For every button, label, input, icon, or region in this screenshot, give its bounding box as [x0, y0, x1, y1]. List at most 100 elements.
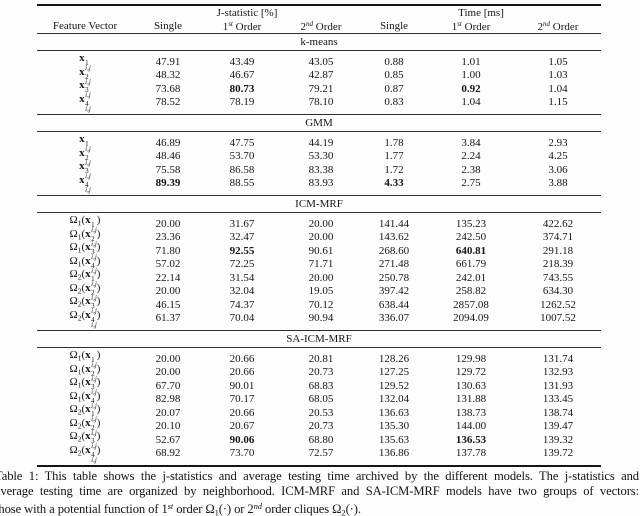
vector-superscript: 4 — [91, 396, 95, 405]
cell-value: 638.44 — [378, 298, 410, 311]
cell-value: 138.73 — [455, 406, 487, 419]
table-row: x 1 i,j 46.89 47.75 44.19 1.78 3.84 2.93 — [37, 133, 601, 153]
cell-value: 73.70 — [229, 447, 255, 459]
vector-sup-sub: 2 i,j — [91, 235, 97, 247]
cell-value: 132.93 — [542, 366, 574, 378]
cell-value: 0.85 — [384, 69, 404, 81]
cell-value: 0.87 — [384, 82, 404, 95]
cell-value: 89.39 — [155, 177, 181, 189]
table-row: x 2 i,j 48.46 53.70 53.30 1.77 2.24 4.25 — [37, 147, 601, 167]
section-title: SA-ICM-MRF — [286, 333, 352, 345]
section-rows: x 1 i,j 47.91 43.49 43.05 0.88 1.01 1.05 x 2 i,j 48.… — [37, 51, 601, 114]
cell-value: 129.52 — [378, 379, 410, 392]
feature-vector-label: x 1 i,j — [37, 52, 133, 72]
cell-value: 71.80 — [155, 244, 181, 257]
ordinal-superscript: st — [457, 19, 462, 28]
caption-line: Table 1: This table shows the j-statisti… — [0, 469, 639, 484]
vector-sup-sub: 1 i,j — [91, 276, 97, 288]
section-rule — [37, 50, 601, 51]
vector-subscript: i,j — [91, 280, 97, 288]
cell-value: 4.25 — [548, 150, 568, 162]
vector-superscript: 1 — [91, 221, 95, 229]
section-rule — [37, 131, 601, 132]
vector-symbol: x — [79, 173, 85, 186]
group-header-jstat: J-statistic [%] — [216, 7, 278, 19]
cell-value: 397.42 — [378, 285, 410, 297]
omega-subscript: 2 — [77, 407, 82, 417]
cell-value: 136.63 — [378, 406, 410, 419]
cell-value: 46.15 — [155, 298, 181, 311]
feature-vector-label: Ω1(x 2 i,j) — [69, 362, 101, 383]
vector-subscript: i,j — [85, 145, 91, 153]
cell-value: 31.67 — [229, 217, 255, 230]
vector-sup-sub: 3 i,j — [85, 87, 91, 99]
cell-value: 68.92 — [155, 447, 181, 459]
table-row: Ω1(x 2 i,j) 23.36 32.47 20.00 143.62 242.50 374.… — [37, 228, 601, 248]
vector-symbol: x — [79, 133, 85, 145]
vector-superscript: 2 — [85, 153, 89, 162]
cell-value: 57.02 — [155, 258, 181, 270]
vector-subscript: i,j — [85, 172, 91, 180]
cell-value: 32.47 — [229, 231, 255, 243]
cell-value: 78.10 — [308, 96, 334, 108]
cell-value: 73.68 — [155, 82, 181, 95]
table-row: x 2 i,j 48.32 46.67 42.87 0.85 1.00 1.03 — [37, 66, 601, 86]
cell-value: 131.74 — [542, 352, 574, 365]
vector-symbol: x — [85, 403, 91, 415]
column-header: 2nd Order — [300, 19, 342, 33]
section-rows: x 1 i,j 46.89 47.75 44.19 1.78 3.84 2.93 x 2 i,j 48.… — [37, 132, 601, 195]
section-rule — [37, 330, 601, 331]
table-row: Ω2(x 2 i,j) 20.00 32.04 19.05 397.42 258.82 634.… — [37, 282, 601, 302]
ordinal-superscript: st — [228, 19, 233, 28]
vector-symbol: x — [85, 362, 91, 375]
omega-subscript: 2 — [77, 421, 82, 430]
cell-value: 43.05 — [308, 55, 334, 68]
cell-value: 242.01 — [455, 271, 487, 284]
cell-value: 1.04 — [461, 96, 481, 108]
vector-symbol: x — [85, 389, 91, 402]
feature-vector-label: Ω2(x 1 i,j) — [69, 403, 101, 423]
cell-value: 1.04 — [548, 82, 568, 95]
cell-value: 291.18 — [542, 244, 574, 257]
cell-value: 135.30 — [378, 420, 410, 432]
top-rule — [37, 4, 601, 6]
cell-value: 137.78 — [455, 447, 487, 459]
column-header: 1st Order — [222, 19, 262, 33]
cell-value: 92.55 — [229, 244, 255, 257]
vector-symbol: x — [79, 79, 85, 91]
cell-value: 136.53 — [455, 433, 487, 446]
table-row: Ω1(x 1 i,j) 20.00 20.66 20.81 128.26 129.98 131.… — [37, 349, 601, 369]
cell-value: 336.07 — [378, 312, 410, 324]
cell-value: 132.04 — [378, 393, 410, 405]
vector-sup-sub: 1 i,j — [91, 411, 97, 423]
cell-value: 128.26 — [378, 352, 410, 365]
vector-symbol: x — [85, 214, 91, 226]
feature-vector-label: Ω1(x 3 i,j) — [69, 376, 101, 396]
caption-text: st — [167, 501, 174, 512]
cell-value: 78.52 — [155, 96, 181, 108]
omega-subscript: 2 — [77, 313, 82, 322]
vector-sup-sub: 2 i,j — [91, 424, 97, 436]
vector-symbol: x — [85, 416, 91, 429]
cell-value: 71.71 — [308, 258, 334, 270]
omega-subscript: 2 — [77, 272, 82, 282]
cell-value: 129.98 — [455, 352, 487, 365]
feature-vector-label: Ω1(x 4 i,j) — [69, 389, 101, 410]
vector-symbol: x — [85, 295, 91, 307]
vector-sup-sub: 3 i,j — [91, 249, 97, 261]
table-body: k-means x 1 i,j 47.91 43.49 43.05 0.88 1.01 1.05 x… — [37, 34, 601, 465]
table-row: Ω1(x 3 i,j) 67.70 90.01 68.83 129.52 130.63 131.… — [37, 376, 601, 396]
ordinal-superscript: nd — [306, 19, 314, 28]
vector-symbol: x — [85, 376, 91, 388]
section-rows: Ω1(x 1 i,j) 20.00 20.66 20.81 128.26 129.98 131.… — [37, 348, 601, 465]
cell-value: 72.57 — [308, 447, 334, 459]
vector-subscript: i,j — [91, 442, 97, 450]
vector-subscript: i,j — [91, 361, 97, 369]
cell-value: 139.72 — [542, 447, 574, 459]
vector-superscript: 4 — [91, 261, 95, 270]
table-row: Ω1(x 4 i,j) 57.02 72.25 71.71 271.48 661.79 218.… — [37, 255, 601, 275]
vector-superscript: 2 — [91, 369, 95, 378]
vector-sup-sub: 4 i,j — [91, 261, 97, 274]
section-title: ICM-MRF — [295, 198, 343, 210]
